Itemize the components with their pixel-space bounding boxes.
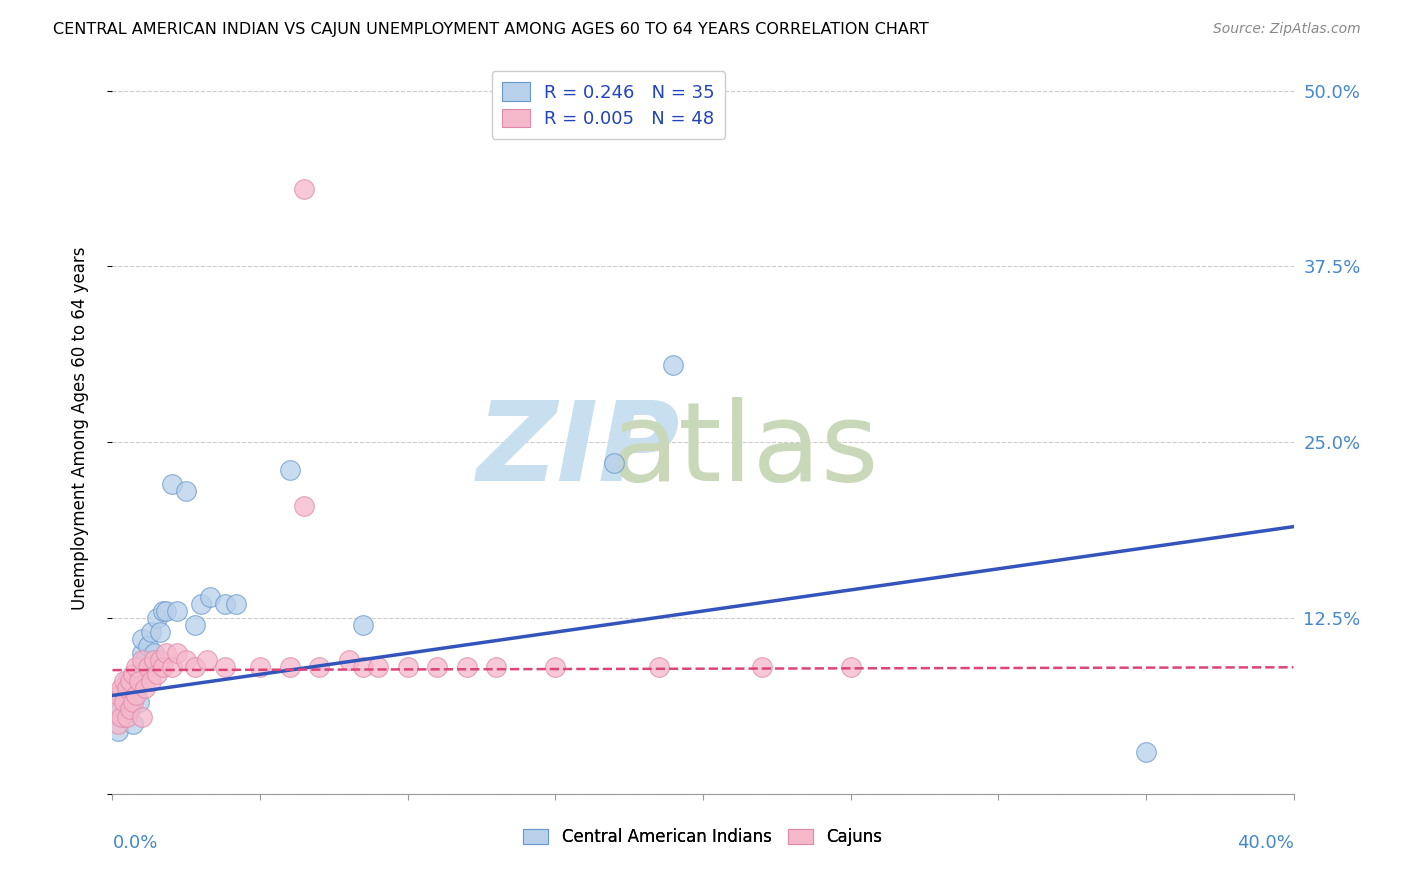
Point xyxy=(195,653,218,667)
Point xyxy=(166,604,188,618)
Text: 0.0%: 0.0% xyxy=(112,834,157,852)
Point xyxy=(456,660,478,674)
Point xyxy=(214,597,236,611)
Point xyxy=(152,660,174,674)
Point xyxy=(160,477,183,491)
Y-axis label: Unemployment Among Ages 60 to 64 years: Unemployment Among Ages 60 to 64 years xyxy=(70,246,89,610)
Point xyxy=(149,625,172,640)
Point xyxy=(131,709,153,723)
Point xyxy=(122,667,145,681)
Point xyxy=(122,696,145,710)
Point xyxy=(104,702,127,716)
Point xyxy=(110,681,132,696)
Point xyxy=(131,646,153,660)
Point xyxy=(184,618,207,632)
Point xyxy=(107,723,129,738)
Point xyxy=(647,660,671,674)
Point xyxy=(134,653,156,667)
Point xyxy=(485,660,508,674)
Point xyxy=(174,653,197,667)
Point xyxy=(249,660,271,674)
Point xyxy=(278,660,301,674)
Point xyxy=(155,646,177,660)
Point xyxy=(152,604,174,618)
Point xyxy=(134,681,156,696)
Point xyxy=(139,674,162,689)
Point xyxy=(117,681,138,696)
Point xyxy=(131,653,153,667)
Point xyxy=(139,625,162,640)
Point xyxy=(166,646,188,660)
Point xyxy=(174,484,197,499)
Point xyxy=(110,702,132,716)
Point xyxy=(110,709,132,723)
Point xyxy=(142,653,165,667)
Point xyxy=(112,709,135,723)
Point xyxy=(160,660,183,674)
Point xyxy=(142,646,165,660)
Point xyxy=(122,689,145,703)
Point xyxy=(128,674,150,689)
Point xyxy=(149,653,172,667)
Point xyxy=(117,674,138,689)
Point xyxy=(125,681,148,696)
Text: atlas: atlas xyxy=(610,397,879,504)
Point xyxy=(544,660,567,674)
Point xyxy=(190,597,212,611)
Point xyxy=(117,709,138,723)
Point xyxy=(352,618,374,632)
Legend: Central American Indians, Cajuns: Central American Indians, Cajuns xyxy=(519,823,887,851)
Point xyxy=(352,660,374,674)
Point xyxy=(128,667,150,681)
Point xyxy=(603,456,626,470)
Point xyxy=(131,632,153,647)
Point xyxy=(662,358,685,372)
Point xyxy=(112,696,135,710)
Point xyxy=(120,702,142,716)
Text: 40.0%: 40.0% xyxy=(1237,834,1294,852)
Point xyxy=(751,660,773,674)
Point xyxy=(110,689,132,703)
Point xyxy=(155,604,177,618)
Point xyxy=(198,590,221,604)
Point xyxy=(136,660,159,674)
Point xyxy=(337,653,360,667)
Point xyxy=(120,702,142,716)
Point xyxy=(146,611,169,625)
Point xyxy=(308,660,330,674)
Point xyxy=(292,499,315,513)
Point xyxy=(278,463,301,477)
Point xyxy=(112,674,135,689)
Point xyxy=(1135,745,1157,759)
Point xyxy=(120,674,142,689)
Point xyxy=(292,182,315,196)
Point xyxy=(125,689,148,703)
Point xyxy=(839,660,862,674)
Point xyxy=(107,689,129,703)
Point xyxy=(184,660,207,674)
Text: Source: ZipAtlas.com: Source: ZipAtlas.com xyxy=(1213,22,1361,37)
Point xyxy=(136,639,159,653)
Point xyxy=(225,597,247,611)
Point xyxy=(125,660,148,674)
Point xyxy=(367,660,389,674)
Point xyxy=(122,716,145,731)
Point xyxy=(107,716,129,731)
Point xyxy=(146,667,169,681)
Point xyxy=(128,696,150,710)
Point xyxy=(214,660,236,674)
Text: ZIP: ZIP xyxy=(477,397,681,504)
Text: CENTRAL AMERICAN INDIAN VS CAJUN UNEMPLOYMENT AMONG AGES 60 TO 64 YEARS CORRELAT: CENTRAL AMERICAN INDIAN VS CAJUN UNEMPLO… xyxy=(53,22,929,37)
Point xyxy=(426,660,449,674)
Point xyxy=(396,660,419,674)
Point xyxy=(117,696,138,710)
